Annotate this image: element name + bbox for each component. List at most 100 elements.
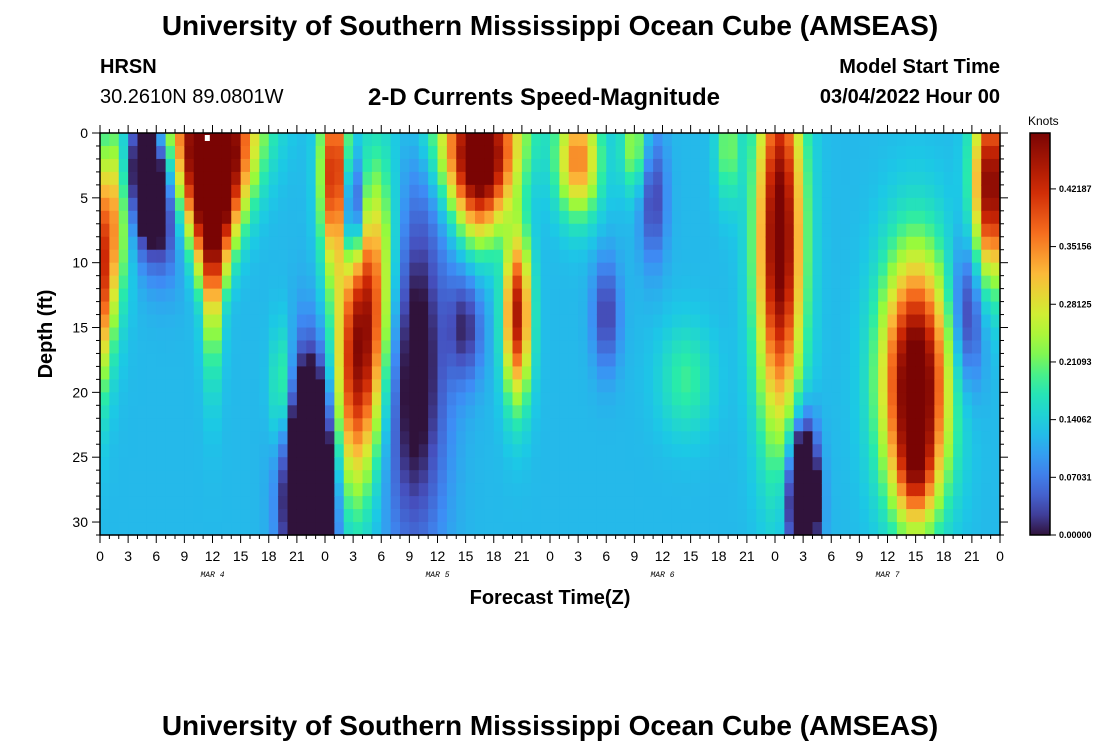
heatmap-cell: [915, 353, 926, 368]
heatmap-cell: [240, 392, 251, 406]
heatmap-cell: [381, 171, 392, 186]
heatmap-cell: [353, 431, 364, 445]
heatmap-cell: [578, 301, 589, 316]
heatmap-cell: [615, 405, 626, 419]
heatmap-cell: [718, 275, 729, 290]
heatmap-cell: [371, 522, 382, 536]
heatmap-cell: [709, 184, 720, 199]
heatmap-cell: [653, 145, 664, 160]
heatmap-cell: [709, 275, 720, 290]
heatmap-cell: [231, 210, 242, 225]
heatmap-cell: [418, 262, 429, 277]
y-tick-label: 25: [72, 449, 88, 465]
heatmap-cell: [465, 457, 476, 471]
heatmap-cell: [371, 197, 382, 212]
heatmap-cell: [446, 392, 457, 406]
heatmap-cell: [906, 457, 917, 471]
heatmap-cell: [259, 509, 270, 523]
heatmap-cell: [278, 483, 289, 497]
heatmap-cell: [746, 301, 757, 316]
heatmap-cell: [990, 457, 1001, 471]
heatmap-cell: [568, 171, 579, 186]
y-tick-label: 30: [72, 514, 88, 530]
heatmap-cell: [362, 301, 373, 316]
heatmap-cell: [306, 133, 317, 147]
heatmap-cell: [746, 392, 757, 406]
heatmap-cell: [287, 314, 298, 329]
heatmap-cell: [943, 470, 954, 484]
heatmap-cell: [718, 379, 729, 393]
heatmap-cell: [540, 483, 551, 497]
heatmap-cell: [925, 197, 935, 212]
heatmap-cell: [334, 288, 345, 303]
heatmap-cell: [625, 327, 635, 342]
heatmap-cell: [971, 418, 982, 432]
heatmap-cell: [296, 171, 307, 186]
heatmap-cell: [409, 379, 420, 393]
heatmap-cell: [784, 275, 795, 290]
heatmap-cell: [587, 145, 598, 160]
date-label: MAR 6: [650, 571, 674, 580]
heatmap-cell: [671, 171, 682, 186]
heatmap-cell: [887, 197, 898, 212]
heatmap-cell: [746, 223, 757, 238]
heatmap-cell: [709, 236, 720, 251]
heatmap-cell: [840, 496, 851, 510]
heatmap-cell: [606, 301, 617, 316]
heatmap-cell: [259, 210, 270, 225]
heatmap-cell: [212, 405, 223, 419]
heatmap-cell: [990, 197, 1001, 212]
heatmap-cell: [343, 314, 354, 329]
x-tick-label: 0: [321, 548, 329, 564]
heatmap-cell: [934, 444, 945, 458]
heatmap-cell: [662, 327, 673, 342]
heatmap-cell: [334, 327, 345, 342]
heatmap-cell: [231, 133, 242, 147]
heatmap-cell: [437, 509, 448, 523]
heatmap-cell: [821, 431, 832, 445]
heatmap-cell: [559, 327, 570, 342]
heatmap-cell: [287, 223, 298, 238]
heatmap-cell: [700, 158, 710, 173]
heatmap-cell: [465, 418, 476, 432]
heatmap-cell: [128, 171, 139, 186]
heatmap-cell: [334, 379, 345, 393]
heatmap-cell: [681, 496, 692, 510]
heatmap-cell: [662, 509, 673, 523]
heatmap-cell: [840, 366, 851, 380]
heatmap-cell: [990, 509, 1001, 523]
heatmap-cell: [925, 249, 935, 264]
heatmap-cell: [390, 145, 401, 160]
heatmap-cell: [671, 249, 682, 264]
heatmap-cell: [146, 197, 157, 212]
heatmap-cell: [371, 444, 382, 458]
heatmap-cell: [268, 223, 279, 238]
heatmap-cell: [250, 223, 260, 238]
heatmap-cell: [606, 184, 617, 199]
heatmap-cell: [362, 275, 373, 290]
heatmap-cell: [175, 379, 185, 393]
heatmap-cell: [465, 249, 476, 264]
heatmap-cell: [184, 236, 195, 251]
heatmap-cell: [690, 418, 701, 432]
heatmap-cell: [409, 158, 420, 173]
heatmap-cell: [456, 249, 467, 264]
heatmap-cell: [268, 275, 279, 290]
heatmap-cell: [465, 197, 476, 212]
heatmap-cell: [596, 236, 607, 251]
heatmap-cell: [353, 327, 364, 342]
heatmap-cell: [700, 522, 710, 536]
heatmap-cell: [343, 262, 354, 277]
heatmap-cell: [737, 210, 748, 225]
heatmap-cell: [653, 133, 664, 147]
heatmap-cell: [887, 301, 898, 316]
heatmap-cell: [971, 236, 982, 251]
heatmap-cell: [709, 457, 720, 471]
heatmap-cell: [512, 431, 523, 445]
heatmap-cell: [540, 145, 551, 160]
heatmap-cell: [718, 327, 729, 342]
heatmap-cell: [690, 353, 701, 368]
heatmap-cell: [943, 392, 954, 406]
heatmap-cell: [653, 262, 664, 277]
heatmap-cell: [493, 301, 504, 316]
